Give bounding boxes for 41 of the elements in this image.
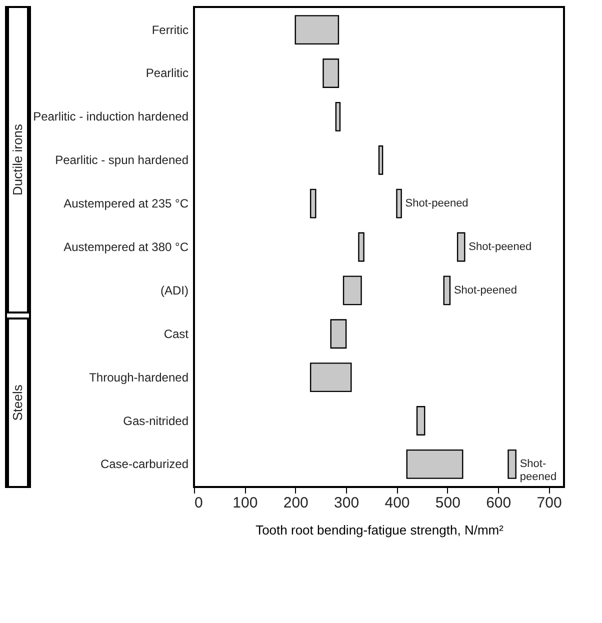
y-tick-label: Through-hardened [89, 370, 188, 384]
text: Shot-peened [454, 284, 517, 296]
y-tick-label: Case-carburized [100, 457, 188, 472]
x-tick-label: 300 [334, 494, 360, 512]
x-tick-label: 500 [435, 494, 460, 512]
x-tick-label: 400 [384, 494, 410, 512]
bar [443, 276, 451, 306]
bar [358, 232, 364, 262]
x-tick-label: 200 [283, 494, 308, 512]
bar [335, 102, 341, 132]
y-tick-label: Ferritic [152, 22, 188, 37]
bar [310, 188, 316, 218]
y-tick-label: Pearlitic [146, 66, 188, 80]
x-tick-label: 600 [486, 494, 512, 512]
series-label: Shot-peened [405, 198, 468, 210]
bar [406, 449, 464, 479]
bar [294, 15, 340, 45]
text: Ductile irons [10, 123, 25, 196]
y-tick-label: Austempered at 380 °C [64, 240, 189, 254]
text: Steels [10, 384, 25, 421]
bar [342, 276, 362, 306]
x-tick-label: 100 [232, 494, 258, 512]
bar [456, 232, 466, 262]
bar [416, 406, 426, 436]
y-tick-label: (ADI) [160, 283, 188, 298]
bar [396, 188, 402, 218]
x-axis-title: Tooth root bending-fatigue strength, N/mm² [256, 522, 504, 538]
text: Shot-peened [520, 458, 557, 484]
bar [378, 145, 384, 175]
x-tick-label: 0 [194, 494, 203, 512]
text: Shot-peened [468, 241, 532, 253]
y-tick-label: Pearlitic - induction hardened [33, 110, 188, 124]
y-tick-label: Pearlitic - spun hardened [55, 153, 188, 168]
bar [322, 58, 340, 88]
y-tick-label: Cast [164, 326, 190, 341]
bar [310, 362, 352, 392]
y-tick-label: Gas-nitrided [123, 414, 188, 428]
bar [508, 449, 516, 479]
y-tick-label: Austempered at 235 °C [64, 196, 189, 211]
bar [330, 319, 347, 349]
x-tick-label: 700 [536, 494, 562, 512]
